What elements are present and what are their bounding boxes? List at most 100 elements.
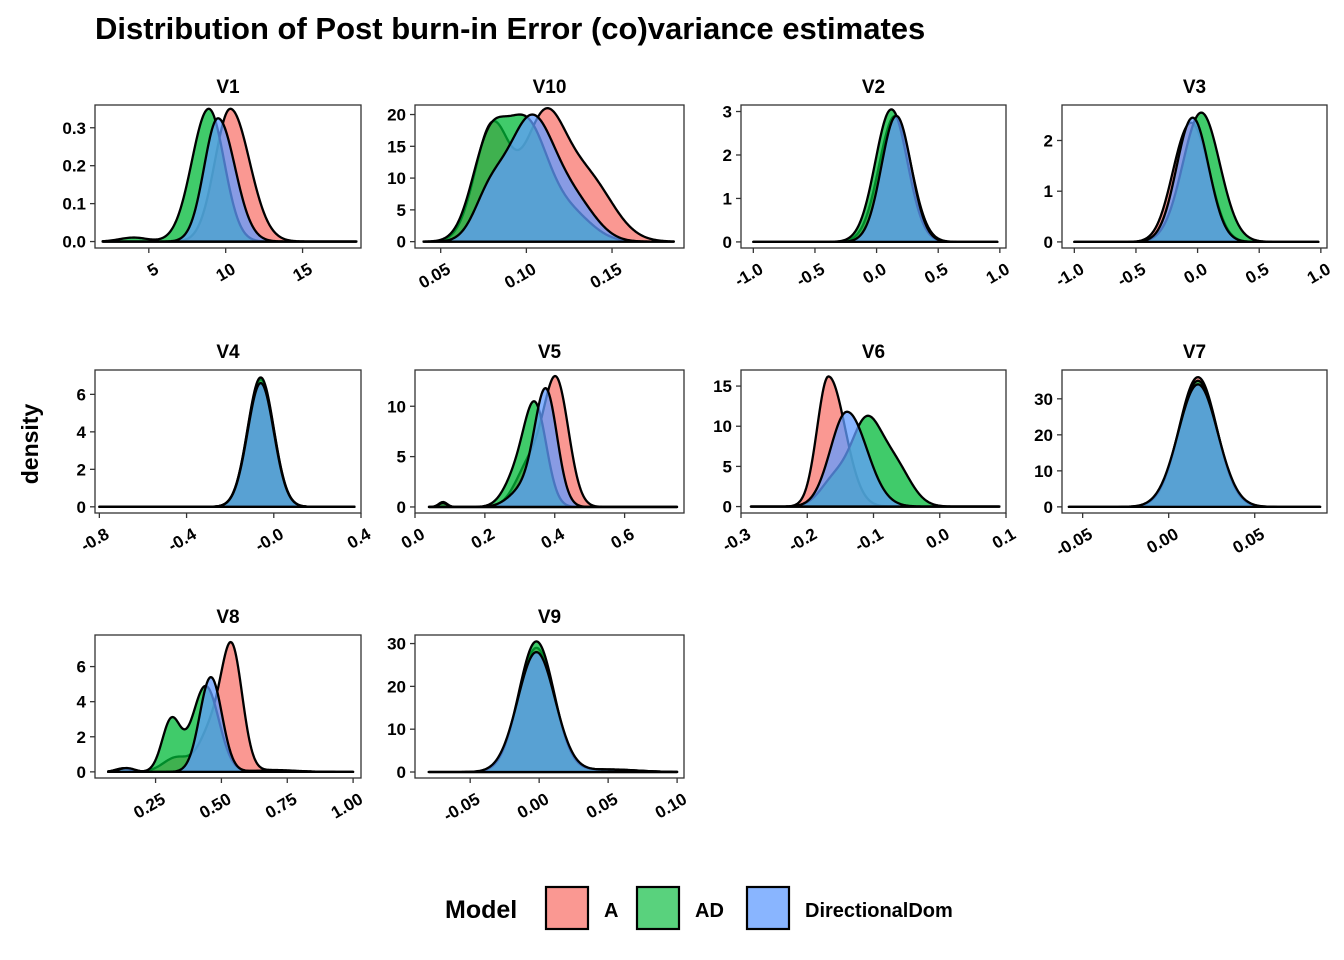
xtick-label: 0.05: [583, 789, 621, 822]
strip-label-v10: V10: [533, 77, 567, 98]
panel-v4: V4 0 2 4 6 -0.8 -0.4 -0.0 0.4: [77, 342, 375, 556]
legend-key-a: [544, 885, 590, 931]
panel-v2: V2 0 1 2 3 -1.0 -0.5 0.0 0.5 1.0: [723, 77, 1013, 291]
ytick-label: 2: [77, 460, 86, 479]
xtick-label: -0.8: [77, 524, 112, 555]
xtick-label: 0.4: [344, 524, 374, 553]
ytick-label: 30: [387, 635, 406, 654]
ytick-label: 0: [77, 763, 86, 782]
xtick-label: 0.75: [262, 789, 300, 822]
ytick-label: 20: [387, 677, 406, 696]
ytick-label: 0.2: [62, 157, 86, 176]
panel-border-v1: [94, 104, 362, 249]
y-axis-label: density: [17, 404, 43, 485]
density-v9-directionaldom: [427, 650, 679, 774]
xtick-label: -0.1: [852, 524, 887, 555]
density-v2-directionaldom: [752, 114, 999, 244]
xtick-label: -0.05: [1053, 524, 1096, 560]
strip-label-v4: V4: [216, 342, 240, 363]
ytick-label: 6: [77, 385, 86, 404]
ytick-label: 1: [1044, 182, 1053, 201]
xtick-label: -0.5: [793, 259, 828, 290]
panel-border-v2: [740, 104, 1007, 249]
xtick-label: 0.15: [587, 259, 625, 292]
ytick-label: 10: [713, 417, 732, 436]
xtick-label: 0.25: [130, 789, 168, 822]
density-v4-directionaldom: [98, 381, 356, 508]
xtick-label: -1.0: [1052, 259, 1087, 290]
panel-border-v9: [414, 634, 685, 779]
xtick-label: 0.50: [196, 789, 234, 822]
ytick-label: 0: [723, 233, 732, 252]
density-v4-a: [98, 378, 356, 508]
ytick-label: 0: [1044, 498, 1053, 517]
xtick-label: 0.05: [416, 259, 454, 292]
panel-v7: V7 0 10 20 30 -0.05 0.00 0.05: [1034, 342, 1328, 560]
strip-label-v8: V8: [216, 607, 239, 628]
panel-v8: V8 0 2 4 6 0.25 0.50 0.75 1.00: [77, 607, 367, 822]
strip-label-v3: V3: [1183, 77, 1206, 98]
density-v3-directionaldom: [1073, 116, 1320, 244]
xtick-label: 0.1: [989, 524, 1019, 552]
legend-label-directionaldom: DirectionalDom: [805, 900, 953, 922]
xtick-label: 0.5: [1242, 259, 1272, 287]
xtick-label: 0.05: [1230, 524, 1268, 557]
xtick-label: -0.0: [252, 524, 287, 555]
ytick-label: 10: [387, 720, 406, 739]
xtick-label: 0.6: [608, 524, 638, 552]
strip-label-v6: V6: [862, 342, 885, 363]
ytick-label: 0: [397, 233, 406, 252]
strip-label-v2: V2: [862, 77, 885, 98]
xtick-label: -0.05: [440, 789, 483, 825]
xtick-label: 15: [290, 259, 316, 285]
density-v6-directionaldom: [749, 410, 1001, 508]
xtick-label: -1.0: [731, 259, 766, 290]
ytick-label: 1: [723, 189, 732, 208]
ytick-label: 0: [1044, 233, 1053, 252]
ytick-label: 4: [77, 423, 87, 442]
ytick-label: 0.3: [62, 119, 86, 138]
ytick-label: 10: [1034, 462, 1053, 481]
panel-v3: V3 0 1 2 -1.0 -0.5 0.0 0.5 1.0: [1044, 77, 1334, 291]
panel-border-v5: [414, 369, 685, 514]
xtick-label: 0.0: [923, 524, 953, 552]
strip-label-v1: V1: [216, 77, 240, 98]
ytick-label: 5: [397, 201, 406, 220]
legend-key-ad: [635, 885, 681, 931]
xtick-label: 1.00: [328, 789, 366, 822]
legend-label-a: A: [604, 900, 618, 922]
xtick-label: 0.4: [538, 524, 568, 553]
xtick-label: 0.2: [468, 524, 498, 552]
xtick-label: 0.00: [514, 789, 552, 822]
ytick-label: 20: [1034, 426, 1053, 445]
ytick-label: 0: [397, 763, 406, 782]
panel-v5: V5 0 5 10 0.0 0.2 0.4 0.6: [387, 342, 685, 553]
ytick-label: 5: [397, 448, 406, 467]
ytick-label: 5: [723, 457, 732, 476]
xtick-label: 1.0: [983, 259, 1013, 287]
strip-label-v9: V9: [538, 607, 561, 628]
xtick-label: 0.10: [652, 789, 690, 822]
ytick-label: 2: [77, 728, 86, 747]
legend-title: Model: [445, 896, 517, 924]
panel-v1: V1 0.0 0.1 0.2 0.3 5 10 15: [62, 77, 362, 285]
ytick-label: 10: [387, 169, 406, 188]
panel-border-v10: [414, 104, 685, 249]
xtick-label: -0.2: [785, 524, 820, 555]
xtick-label: -0.3: [719, 524, 754, 555]
ytick-label: 0: [723, 498, 732, 517]
ytick-label: 0.1: [62, 195, 86, 214]
density-v7-directionaldom: [1067, 383, 1322, 509]
ytick-label: 15: [713, 377, 732, 396]
xtick-label: 0.00: [1144, 524, 1182, 557]
legend-key-directionaldom: [745, 885, 791, 931]
panel-border-v3: [1061, 104, 1328, 249]
legend: Model A AD DirectionalDom: [445, 885, 953, 931]
xtick-label: 5: [144, 259, 162, 280]
density-v4-ad: [98, 376, 356, 508]
xtick-label: 0.0: [860, 259, 890, 287]
ytick-label: 15: [387, 137, 406, 156]
xtick-label: -0.5: [1114, 259, 1149, 290]
